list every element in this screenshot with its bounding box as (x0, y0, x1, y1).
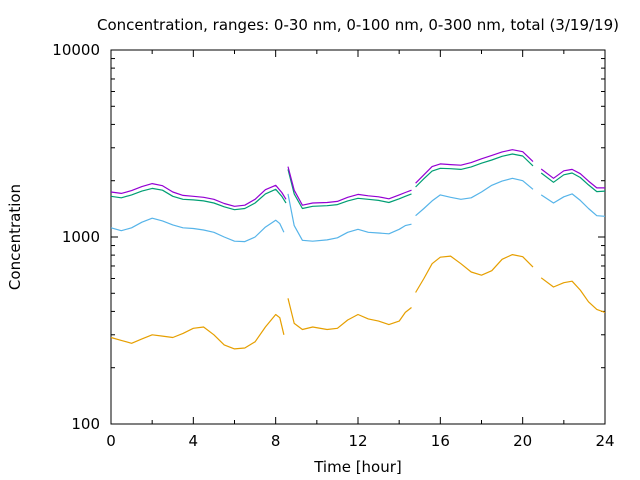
y-tick-label: 100 (71, 415, 100, 433)
series-4-segment-4 (540, 168, 605, 189)
series-1-segment-3 (415, 254, 534, 293)
x-tick-label: 8 (271, 432, 281, 450)
series-2-segment-1 (110, 217, 285, 243)
x-tick-label: 24 (595, 432, 614, 450)
axis-ticks: 0 4 8 12 16 20 24 100 1000 10000 (52, 41, 614, 450)
x-tick-label: 20 (513, 432, 532, 450)
series-3-segment-4 (540, 172, 606, 193)
x-tick-label: 4 (189, 432, 199, 450)
series-4-segment-2 (287, 166, 412, 206)
chart-title: Concentration, ranges: 0-30 nm, 0-100 nm… (97, 16, 619, 34)
series-2-segment-2 (287, 193, 412, 242)
series-4-segment-3 (415, 149, 534, 184)
series-1-segment-4 (540, 277, 606, 313)
x-tick-label: 16 (431, 432, 450, 450)
x-tick-label: 12 (348, 432, 367, 450)
series-4-segment-1 (110, 183, 287, 207)
y-tick-label: 1000 (62, 228, 100, 246)
series-3-segment-1 (110, 187, 287, 211)
y-axis-label: Concentration (6, 184, 24, 290)
x-axis-label: Time [hour] (313, 458, 402, 476)
series-1-segment-1 (110, 313, 285, 350)
series-1-segment-2 (287, 298, 412, 331)
y-tick-label: 10000 (52, 41, 100, 59)
series-2-segment-4 (540, 193, 606, 217)
plot-frame (110, 49, 606, 425)
data-series (110, 149, 606, 350)
x-tick-label: 0 (106, 432, 116, 450)
series-3-segment-2 (287, 169, 412, 210)
series-3-segment-3 (415, 153, 534, 188)
series-2-segment-3 (415, 177, 534, 217)
